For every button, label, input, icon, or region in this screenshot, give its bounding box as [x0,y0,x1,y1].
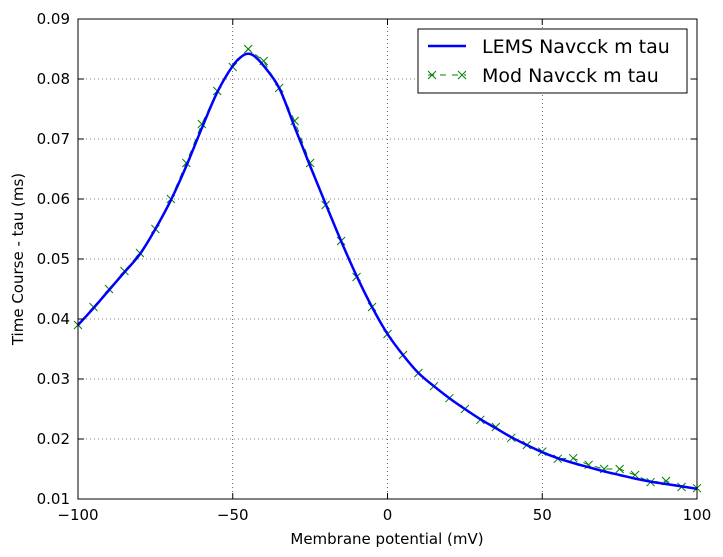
y-tick-label: 0.01 [37,490,70,508]
x-tick-label: 50 [533,506,552,524]
x-tick-label: 0 [383,506,393,524]
mod-point-marker [568,453,578,463]
y-tick-label: 0.03 [37,370,70,388]
x-tick-label: −50 [217,506,249,524]
mod-point-marker [243,44,253,54]
legend: LEMS Navcck m tau Mod Navcck m tau [417,28,688,94]
axis-ticks [77,18,698,500]
y-tick-label: 0.08 [37,70,70,88]
legend-line-mod [427,70,467,80]
x-axis-label: Membrane potential (mV) [290,530,483,548]
mod-point-marker [615,464,624,474]
y-tick-label: 0.05 [37,250,70,268]
y-tick-label: 0.06 [37,190,70,208]
legend-label-lems: LEMS Navcck m tau [482,36,670,58]
grid-lines [78,19,697,499]
x-tick-label: 100 [683,506,712,524]
y-tick-label: 0.02 [37,430,70,448]
series-lems-line [77,52,698,491]
x-tick-label: −100 [57,506,98,524]
y-axis-label: Time Course - tau (ms) [9,173,27,346]
series-layer [73,44,702,493]
legend-label-mod: Mod Navcck m tau [482,65,659,87]
y-tick-label: 0.07 [37,130,70,148]
legend-box [417,28,688,94]
tick-labels: −100 −50 0 50 100 0.01 0.02 0.03 0.04 0.05 0.06 0.0… [37,10,712,524]
y-tick-label: 0.04 [37,310,70,328]
y-tick-label: 0.09 [37,10,70,28]
